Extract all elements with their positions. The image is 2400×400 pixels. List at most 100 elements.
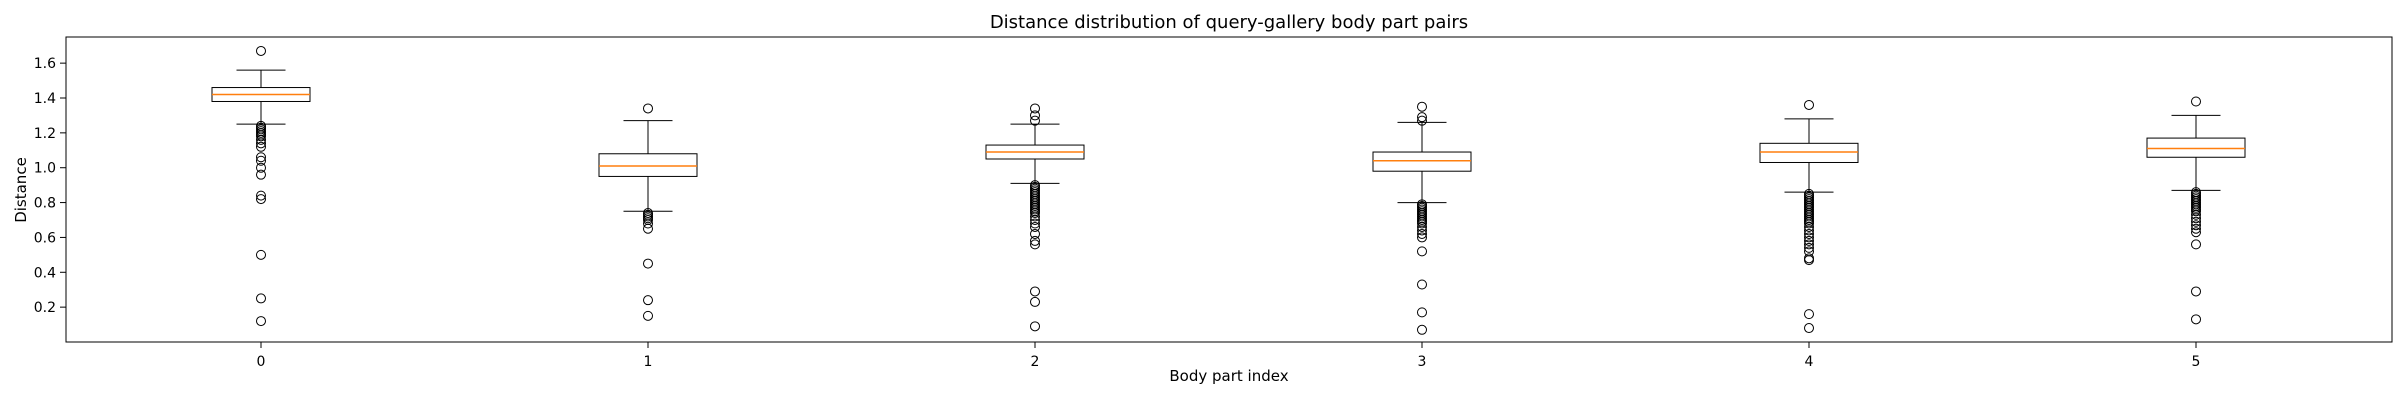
y-tick-label: 1.6 [34,56,56,72]
outlier-point [1030,235,1040,246]
outlier-point [2191,96,2201,107]
outlier-point [1030,286,1040,297]
iqr-box [1759,142,1859,163]
outlier-point [1030,208,1040,219]
outlier-point [1804,235,1814,246]
outlier-point [256,293,266,304]
outlier-point [1804,99,1814,110]
iqr-box [1372,151,1472,172]
x-axis: 0 1 2 3 4 5 [257,342,2201,370]
outlier-point [1417,218,1427,229]
box-group-2 [985,103,1085,332]
outlier-point [1417,324,1427,335]
box-group-4 [1759,99,1859,334]
outlier-point [1417,246,1427,257]
y-axis: 0.2 0.4 0.6 0.8 1.0 1.2 1.4 1.6 [34,56,66,316]
outlier-point [256,152,266,163]
box-group-3 [1372,101,1472,335]
box-series [211,45,2246,335]
y-tick-label: 0.4 [34,265,56,281]
outlier-point [2191,213,2201,224]
outlier-point [1417,307,1427,318]
iqr-box [2146,137,2246,158]
outlier-point [1417,225,1427,236]
outlier-point [1030,221,1040,232]
y-tick-label: 0.2 [34,300,56,316]
box-group-0 [211,45,311,327]
outlier-point [1417,112,1427,123]
x-tick-label: 1 [644,354,653,370]
outlier-point [643,258,653,269]
outlier-point [2191,314,2201,325]
x-axis-label: Body part index [1169,367,1288,385]
outlier-point [1030,218,1040,229]
outlier-point [1417,115,1427,126]
outlier-point [256,138,266,149]
outlier-point [643,103,653,114]
y-axis-label: Distance [12,157,30,223]
outlier-point [256,190,266,201]
outlier-point [256,131,266,142]
outlier-point [1804,242,1814,253]
outlier-point [2191,223,2201,234]
x-tick-label: 3 [1418,354,1427,370]
outlier-point [256,45,266,56]
chart-title: Distance distribution of query-gallery b… [990,12,1468,33]
box-group-5 [2146,96,2246,325]
box-group-1 [598,103,698,321]
outlier-point [643,218,653,229]
y-tick-label: 1.0 [34,161,56,177]
outlier-point [1804,218,1814,229]
x-tick-label: 2 [1031,354,1040,370]
outlier-point [2191,239,2201,250]
outlier-point [1030,228,1040,239]
outlier-point [1804,239,1814,250]
outlier-point [1417,221,1427,232]
outlier-point [1030,239,1040,250]
outlier-point [1804,323,1814,334]
outlier-point [1804,309,1814,320]
outlier-point [2191,286,2201,297]
outlier-point [2191,206,2201,217]
outlier-point [1030,215,1040,225]
outlier-point [1030,321,1040,332]
outlier-point [1030,296,1040,307]
y-tick-label: 0.8 [34,196,56,212]
plot-area [65,36,2393,343]
outlier-point [1804,225,1814,236]
outlier-point [1804,255,1814,266]
outlier-point [256,249,266,260]
outlier-point [256,316,266,327]
outlier-point [1030,115,1040,126]
outlier-point [1804,228,1814,239]
outlier-point [256,141,266,152]
outlier-point [2191,209,2201,220]
outlier-point [643,310,653,321]
y-tick-label: 1.4 [34,91,56,107]
outlier-point [256,134,266,145]
outlier-point [1417,101,1427,112]
outlier-point [643,223,653,234]
outlier-point [1417,232,1427,243]
outlier-point [256,162,266,173]
outlier-point [1804,232,1814,243]
outlier-point [1417,228,1427,239]
outlier-point [1030,110,1040,121]
iqr-box [598,153,698,177]
x-tick-label: 4 [1805,354,1814,370]
outlier-point [1804,221,1814,232]
outlier-point [2191,227,2201,238]
outlier-point [1030,103,1040,114]
y-tick-label: 0.6 [34,230,56,246]
y-tick-label: 1.2 [34,126,56,142]
outlier-point [2191,216,2201,227]
x-tick-label: 0 [257,354,266,370]
outlier-point [1030,211,1040,222]
outlier-point [1417,279,1427,290]
outlier-point [643,295,653,306]
outlier-point [256,155,266,166]
x-tick-label: 5 [2192,354,2201,370]
outlier-point [2191,220,2201,231]
outlier-point [256,169,266,180]
